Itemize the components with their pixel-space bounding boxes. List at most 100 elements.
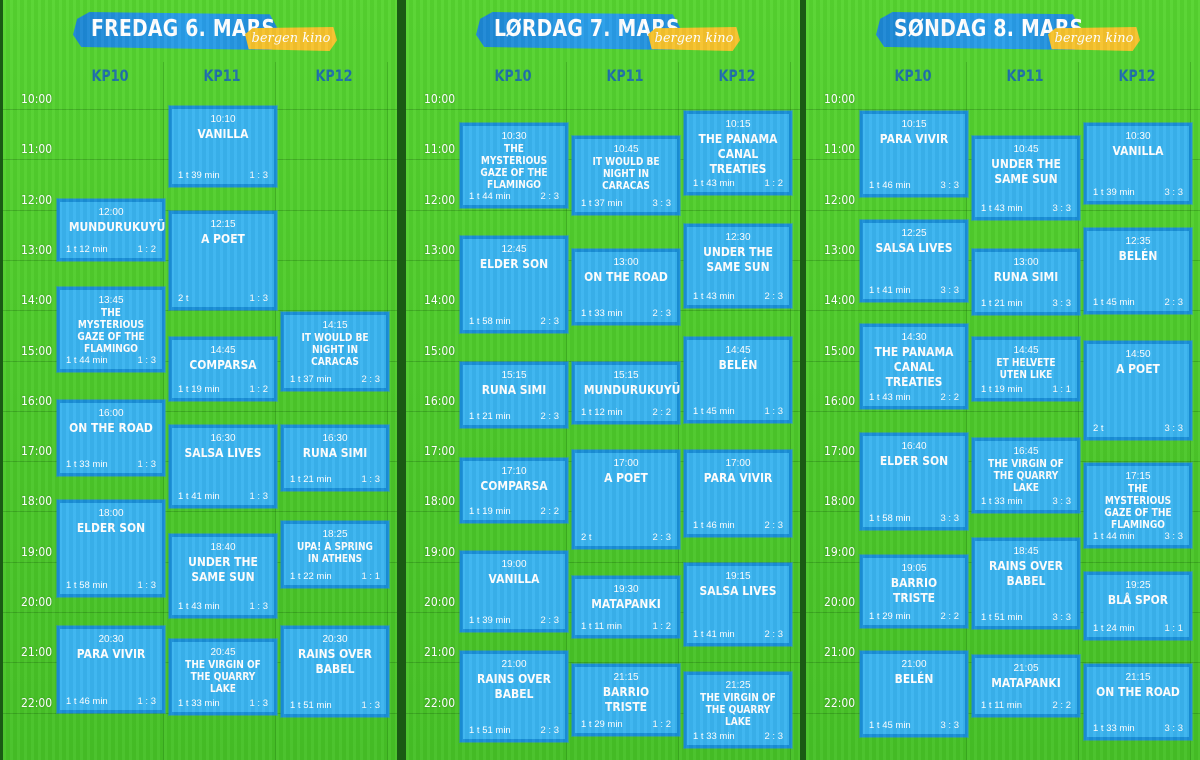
film-card[interactable]: 21:25 THE VIRGIN OF THE QUARRY LAKE 1 t 33… [684,672,792,749]
film-card[interactable]: 21:15 BARRIO TRISTE 1 t 29 min 1 : 2 [572,663,680,737]
film-card[interactable]: 14:30 THE PANAMA CANAL TREATIES 1 t 43 min… [860,324,968,409]
film-card[interactable]: 14:45 ET HELVETE UTEN LIKE 1 t 19 min 1 : 1 [972,336,1080,402]
hour-label: 15:00 [21,343,53,358]
film-meta: 1 t 33 min 1 : 3 [66,459,156,470]
film-card[interactable]: 12:35 BELÉN 1 t 45 min 2 : 3 [1084,227,1192,314]
film-card[interactable]: 15:15 RUNA SIMI 1 t 21 min 2 : 3 [460,362,568,428]
film-title: COMPARSA [480,478,548,494]
film-ratio: 2 : 3 [764,291,784,303]
film-ratio: 1 : 3 [249,292,269,304]
film-card[interactable]: 21:00 RAINS OVER BABEL 1 t 51 min 2 : 3 [460,651,568,743]
hour-gridline [406,662,800,664]
film-card[interactable]: 13:45 THE MYSTERIOUS GAZE OF THE FLAMINGO… [57,286,165,372]
film-meta: 1 t 51 min 3 : 3 [981,612,1071,623]
film-card[interactable]: 17:00 PARA VIVIR 1 t 46 min 2 : 3 [684,450,792,537]
film-card[interactable]: 14:45 BELÉN 1 t 45 min 1 : 3 [684,336,792,423]
film-card[interactable]: 21:15 ON THE ROAD 1 t 33 min 3 : 3 [1084,663,1192,740]
film-card[interactable]: 18:45 RAINS OVER BABEL 1 t 51 min 3 : 3 [972,538,1080,630]
film-ratio: 1 : 1 [1052,384,1072,396]
film-card[interactable]: 14:50 A POET 2 t 3 : 3 [1084,341,1192,440]
film-card[interactable]: 16:00 ON THE ROAD 1 t 33 min 1 : 3 [57,399,165,476]
film-meta: 1 t 33 min 3 : 3 [1093,723,1183,734]
film-card[interactable]: 13:00 ON THE ROAD 1 t 33 min 2 : 3 [572,248,680,325]
film-meta: 1 t 33 min 2 : 3 [581,308,671,319]
film-start-time: 13:00 [1013,256,1039,268]
film-title: BARRIO TRISTE [890,574,938,605]
film-start-time: 21:15 [613,671,639,683]
film-title: THE MYSTERIOUS GAZE OF THE FLAMINGO [1104,482,1172,531]
film-card[interactable]: 16:30 SALSA LIVES 1 t 41 min 1 : 3 [169,424,277,508]
film-start-time: 10:15 [901,118,927,130]
film-title: ET HELVETE UTEN LIKE [996,356,1056,381]
film-card[interactable]: 20:30 PARA VIVIR 1 t 46 min 1 : 3 [57,626,165,713]
film-title: A POET [201,231,245,247]
film-duration: 1 t 44 min [66,354,108,366]
film-duration: 1 t 33 min [693,731,735,743]
film-card[interactable]: 12:45 ELDER SON 1 t 58 min 2 : 3 [460,236,568,334]
film-title: MUNDURUKUYÜ [583,382,681,398]
film-ratio: 1 : 3 [137,354,157,366]
film-card[interactable]: 19:15 SALSA LIVES 1 t 41 min 2 : 3 [684,563,792,646]
film-card[interactable]: 20:45 THE VIRGIN OF THE QUARRY LAKE 1 t 33… [169,638,277,715]
film-card[interactable]: 12:25 SALSA LIVES 1 t 41 min 3 : 3 [860,219,968,303]
film-card[interactable]: 10:30 THE MYSTERIOUS GAZE OF THE FLAMINGO… [460,123,568,209]
film-card[interactable]: 19:05 BARRIO TRISTE 1 t 29 min 2 : 2 [860,554,968,628]
film-ratio: 3 : 3 [1052,612,1072,624]
film-ratio: 3 : 3 [1164,530,1184,542]
film-ratio: 1 : 2 [249,384,269,396]
bergen-kino-badge: bergen kino [245,27,337,51]
film-card[interactable]: 18:40 UNDER THE SAME SUN 1 t 43 min 1 : 3 [169,533,277,619]
film-meta: 1 t 19 min 1 : 1 [981,384,1071,395]
film-card[interactable]: 19:25 BLÅ SPOR 1 t 24 min 1 : 1 [1084,571,1192,641]
film-duration: 1 t 33 min [178,697,220,709]
film-card[interactable]: 19:30 MATAPANKI 1 t 11 min 1 : 2 [572,575,680,638]
film-card[interactable]: 14:45 COMPARSA 1 t 19 min 1 : 2 [169,336,277,402]
film-meta: 1 t 39 min 3 : 3 [1093,187,1183,198]
film-title: ON THE ROAD [584,268,668,284]
film-card[interactable]: 17:15 THE MYSTERIOUS GAZE OF THE FLAMINGO… [1084,462,1192,548]
film-ratio: 1 : 3 [137,580,157,592]
film-card[interactable]: 10:15 THE PANAMA CANAL TREATIES 1 t 43 min… [684,110,792,195]
film-title: THE VIRGIN OF THE QUARRY LAKE [700,692,776,729]
column-header-kp11: KP11 [1006,66,1044,85]
film-card[interactable]: 14:15 IT WOULD BE NIGHT IN CARACAS 1 t 37 … [281,311,389,392]
column-header-kp11: KP11 [203,66,241,85]
film-card[interactable]: 10:10 VANILLA 1 t 39 min 1 : 3 [169,106,277,188]
film-card[interactable]: 12:30 UNDER THE SAME SUN 1 t 43 min 2 : 3 [684,223,792,309]
hour-label: 11:00 [824,142,856,157]
film-card[interactable]: 12:00 MUNDURUKUYÜ 1 t 12 min 1 : 2 [57,198,165,261]
film-meta: 1 t 33 min 1 : 3 [178,698,268,709]
film-card[interactable]: 18:00 ELDER SON 1 t 58 min 1 : 3 [57,500,165,598]
film-card[interactable]: 16:40 ELDER SON 1 t 58 min 3 : 3 [860,433,968,531]
film-card[interactable]: 21:05 MATAPANKI 1 t 11 min 2 : 2 [972,655,1080,718]
film-duration: 1 t 33 min [981,496,1023,508]
film-card[interactable]: 10:15 PARA VIVIR 1 t 46 min 3 : 3 [860,110,968,198]
column-header-kp10: KP10 [894,66,932,85]
film-card[interactable]: 17:00 A POET 2 t 2 : 3 [572,450,680,549]
film-meta: 1 t 41 min 3 : 3 [869,285,959,296]
film-start-time: 12:30 [725,231,751,243]
hour-label: 21:00 [824,645,856,660]
film-start-time: 19:30 [613,583,639,595]
film-card[interactable]: 10:45 UNDER THE SAME SUN 1 t 43 min 3 : 3 [972,135,1080,221]
day-panel: FREDAG 6. MARS bergen kino KP10 KP11 KP12 10:… [3,0,397,760]
film-card[interactable]: 12:15 A POET 2 t 1 : 3 [169,211,277,310]
film-card[interactable]: 19:00 VANILLA 1 t 39 min 2 : 3 [460,550,568,632]
film-card[interactable]: 17:10 COMPARSA 1 t 19 min 2 : 2 [460,458,568,523]
film-card[interactable]: 20:30 RAINS OVER BABEL 1 t 51 min 1 : 3 [281,626,389,718]
film-card[interactable]: 18:25 UPA! A SPRING IN ATHENS 1 t 22 min 1 … [281,521,389,589]
hour-label: 13:00 [21,242,53,257]
film-start-time: 16:00 [98,407,124,419]
hour-label: 19:00 [21,544,53,559]
film-card[interactable]: 10:45 IT WOULD BE NIGHT IN CARACAS 1 t 37 … [572,135,680,216]
film-card[interactable]: 16:30 RUNA SIMI 1 t 21 min 1 : 3 [281,424,389,491]
film-ratio: 1 : 2 [137,243,157,255]
film-card[interactable]: 16:45 THE VIRGIN OF THE QUARRY LAKE 1 t 33… [972,437,1080,514]
film-title: A POET [1116,361,1160,377]
hour-label: 11:00 [21,142,53,157]
film-meta: 1 t 19 min 1 : 2 [178,384,268,395]
film-card[interactable]: 13:00 RUNA SIMI 1 t 21 min 3 : 3 [972,248,1080,315]
film-card[interactable]: 10:30 VANILLA 1 t 39 min 3 : 3 [1084,123,1192,205]
film-card[interactable]: 21:00 BELÉN 1 t 45 min 3 : 3 [860,651,968,738]
film-card[interactable]: 15:15 MUNDURUKUYÜ 1 t 12 min 2 : 2 [572,362,681,425]
